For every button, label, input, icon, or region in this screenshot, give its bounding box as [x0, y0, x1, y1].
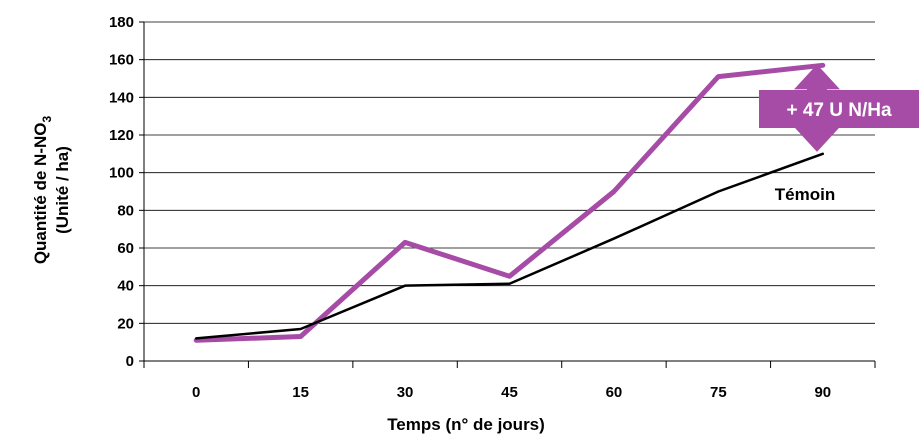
svg-text:Quantité de N-NO3: Quantité de N-NO3: [31, 116, 54, 265]
series-label-temoin: Témoin: [775, 185, 835, 204]
x-axis-title: Temps (n° de jours): [387, 415, 545, 434]
y-tick-label: 80: [117, 202, 134, 219]
y-tick-label: 20: [117, 315, 134, 332]
y-axis-title-line1: Quantité de N-NO: [31, 123, 50, 265]
x-tick-label: 0: [192, 384, 200, 401]
y-tick-label: 180: [109, 14, 134, 31]
annotation-box: [759, 90, 919, 128]
x-tick-label: 15: [292, 384, 309, 401]
y-tick-label: 60: [117, 240, 134, 257]
gridlines: [144, 21, 875, 324]
annotation-label: + 47 U N/Ha: [786, 100, 892, 121]
y-tick-label: 120: [109, 127, 134, 144]
y-axis-title: Quantité de N-NO3 (Unité / ha): [31, 116, 72, 265]
series-line-1: [194, 152, 825, 340]
y-tick-labels: 0 20 40 60 80 100 120 140 160 180: [109, 14, 134, 370]
axes: [139, 21, 876, 368]
difference-annotation: + 47 U N/Ha: [759, 64, 919, 152]
y-tick-label: 160: [109, 52, 134, 69]
x-tick-label: 75: [710, 384, 727, 401]
y-tick-label: 40: [117, 278, 134, 295]
y-tick-label: 140: [109, 89, 134, 106]
series-lines: [193, 62, 826, 343]
y-tick-label: 0: [126, 353, 134, 370]
series-line-0: [193, 62, 826, 343]
x-tick-label: 90: [814, 384, 831, 401]
x-tick-label: 60: [606, 384, 623, 401]
x-tick-label: 45: [501, 384, 518, 401]
x-tick-labels: 0 15 30 45 60 75 90: [192, 384, 831, 401]
y-tick-label: 100: [109, 165, 134, 182]
x-tick-label: 30: [397, 384, 414, 401]
y-axis-title-line2: (Unité / ha): [53, 146, 72, 234]
y-axis-title-subscript: 3: [40, 116, 54, 123]
